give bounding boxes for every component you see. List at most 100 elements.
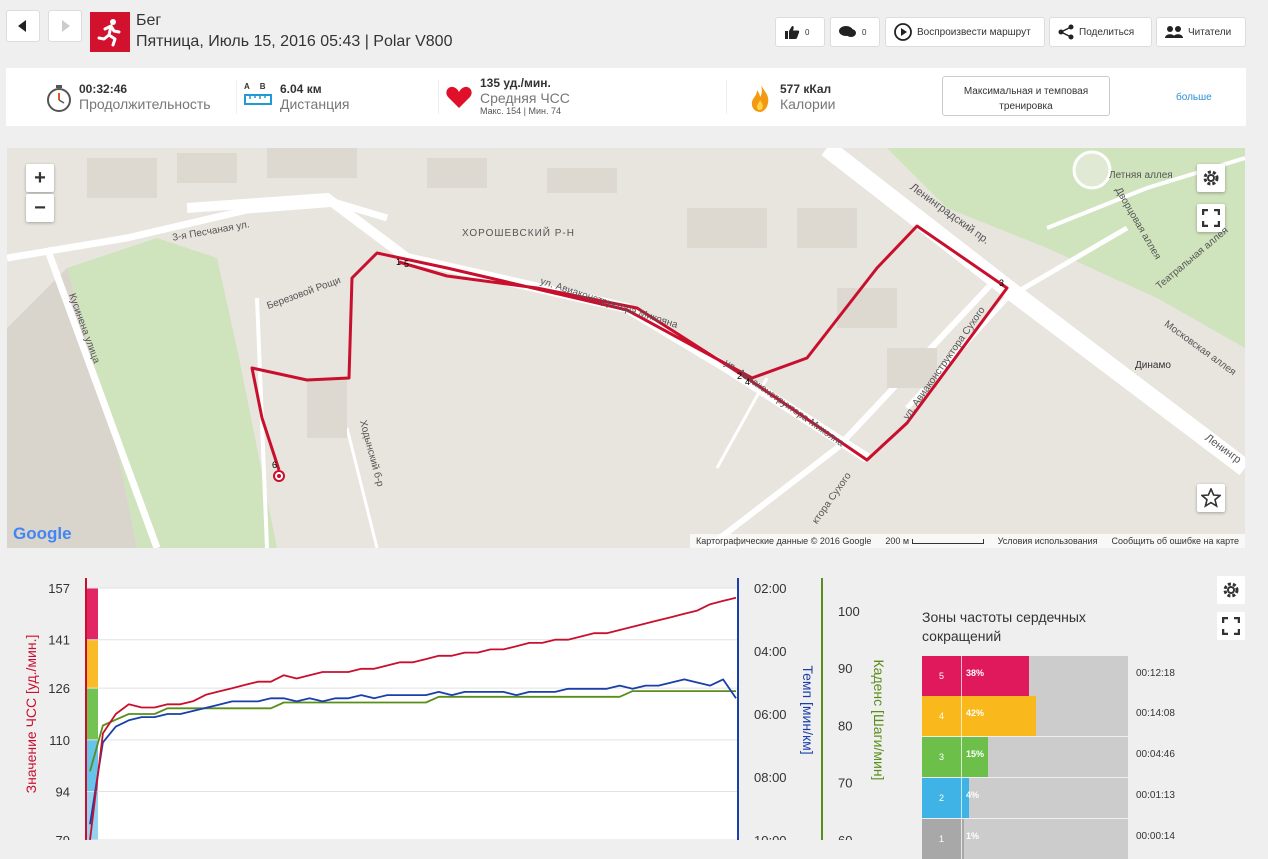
hr-tick-label: 94 (56, 785, 70, 800)
pace-tick-label: 04:00 (754, 644, 787, 659)
flame-icon (750, 82, 770, 117)
chart-fullscreen-button[interactable] (1217, 612, 1245, 640)
favorite-route-button[interactable] (1197, 484, 1225, 512)
hr-tick-label: 141 (48, 633, 70, 648)
cadence-tick-label: 100 (838, 604, 860, 619)
hr-zone-row: 2 4% (922, 778, 1128, 818)
route-marker-3: 3 (999, 278, 1005, 288)
distance-value: 6.04 км (280, 82, 322, 96)
back-button[interactable] (6, 10, 40, 42)
map-label-letnyaya: Летняя аллея (1109, 170, 1173, 181)
hr-tick-label: 79 (56, 833, 70, 840)
route-marker-2: 2 (737, 371, 743, 381)
hr-pace-cadence-chart[interactable]: 157 141 126 110 94 79 02:00 04:00 06:00 08:00 10:0… (0, 560, 900, 848)
users-icon (1165, 26, 1183, 38)
share-label: Поделиться (1079, 26, 1135, 38)
divider (236, 80, 237, 114)
forward-button[interactable] (48, 10, 82, 42)
calories-label: Калории (780, 96, 836, 112)
map-report-link[interactable]: Сообщить об ошибке на карте (1111, 536, 1239, 546)
session-subtitle: Пятница, Июль 15, 2016 05:43 | Polar V80… (136, 33, 453, 50)
running-icon (90, 12, 130, 52)
hr-zone-number: 1 (922, 819, 962, 859)
gear-icon (1203, 170, 1219, 186)
hr-zone-time: 00:01:13 (1136, 790, 1175, 801)
route-map[interactable]: + − ХОРОШЕВСКИЙ Р-Н 3-я Песчаная ул. ул.… (7, 148, 1245, 548)
comments-icon (839, 26, 856, 37)
hr-tick-label: 157 (48, 581, 70, 596)
pace-tick-label: 10:00 (754, 833, 787, 840)
map-canvas (7, 148, 1245, 548)
pace-tick-label: 02:00 (754, 581, 787, 596)
map-scale-label: 200 м (885, 536, 910, 546)
cadence-tick-label: 70 (838, 776, 852, 791)
hr-zone-time: 00:04:46 (1136, 749, 1175, 760)
route-marker-4: 4 (745, 377, 751, 387)
hr-line (89, 596, 737, 841)
summary-bar: 00:32:46 Продолжительность A B 6.04 км Д… (6, 68, 1246, 126)
hr-tick-label: 110 (49, 733, 70, 748)
hr-zones-title: Зоны частоты сердечных сокращений (922, 609, 1086, 644)
cadence-tick-label: 90 (838, 661, 852, 676)
pace-tick-label: 06:00 (754, 707, 787, 722)
hr-zone-percent: 1% (966, 831, 980, 841)
training-type-button[interactable]: Максимальная и темповая тренировка (942, 76, 1110, 116)
hr-zone-time: 00:14:08 (1136, 708, 1175, 719)
followers-label: Читатели (1188, 26, 1232, 38)
distance-icon: A B (244, 82, 274, 110)
hr-zone-percent: 15% (966, 749, 985, 759)
hr-tick-label: 126 (48, 681, 70, 696)
map-data-credit: Картографические данные © 2016 Google (696, 536, 872, 546)
fullscreen-icon (1202, 209, 1220, 227)
hr-zone-row: 5 38% (922, 656, 1128, 696)
hr-axis-title: Значение ЧСС [уд./мин.] (23, 635, 39, 794)
hr-zone-time: 00:12:18 (1136, 668, 1175, 679)
replay-route-button[interactable]: Воспроизвести маршрут (885, 17, 1045, 47)
hr-zone-row: 3 15% (922, 737, 1128, 777)
zoom-in-button[interactable]: + (26, 164, 54, 192)
map-settings-button[interactable] (1197, 164, 1225, 192)
pace-axis-title: Темп [мин/км] (800, 665, 816, 754)
followers-button[interactable]: Читатели (1156, 17, 1246, 47)
distance-ab-label: A B (244, 82, 270, 91)
hr-zone-time: 00:00:14 (1136, 831, 1175, 842)
hr-value: 135 уд./мин. (480, 76, 551, 90)
hr-zone-row: 1 1% (922, 819, 1128, 859)
hr-zone-percent: 4% (966, 790, 980, 800)
chart-svg: 157 141 126 110 94 79 02:00 04:00 06:00 08:00 10:0… (23, 578, 887, 848)
hr-zone-percent: 42% (966, 708, 985, 718)
hr-zone-row: 4 42% (922, 696, 1128, 736)
distance-label: Дистанция (280, 96, 350, 112)
map-terms-link[interactable]: Условия использования (997, 536, 1098, 546)
pace-line (89, 678, 737, 825)
chart-plot-area (86, 588, 738, 840)
hr-zone-strip (86, 688, 98, 740)
cadence-tick-label: 80 (838, 718, 852, 733)
duration-label: Продолжительность (79, 96, 211, 112)
replay-route-label: Воспроизвести маршрут (917, 26, 1031, 38)
divider (438, 80, 439, 114)
divider (726, 80, 727, 114)
zoom-out-button[interactable]: − (26, 194, 54, 222)
share-icon (1058, 24, 1074, 40)
more-link[interactable]: больше (1176, 92, 1212, 103)
likes-count: 0 (805, 27, 810, 37)
hr-zone-percent: 38% (966, 668, 985, 678)
hr-zone-number: 3 (922, 737, 962, 777)
hr-zone-strip (86, 588, 98, 640)
route-marker-5: 5 (404, 259, 410, 269)
comments-button[interactable]: 0 (830, 17, 880, 47)
route-marker-6: 6 (272, 460, 278, 470)
chart-settings-button[interactable] (1217, 576, 1245, 604)
map-fullscreen-button[interactable] (1197, 204, 1225, 232)
calories-value: 577 кКал (780, 82, 832, 96)
hr-zone-number: 5 (922, 656, 962, 696)
share-button[interactable]: Поделиться (1049, 17, 1152, 47)
like-button[interactable]: 0 (775, 17, 825, 47)
cadence-tick-label: 60 (838, 833, 852, 840)
google-logo: Google (13, 524, 72, 543)
thumbs-up-icon (785, 26, 800, 39)
duration-value: 00:32:46 (79, 82, 128, 96)
hr-zone-number: 4 (922, 696, 962, 736)
hr-label: Средняя ЧСС (480, 90, 570, 106)
